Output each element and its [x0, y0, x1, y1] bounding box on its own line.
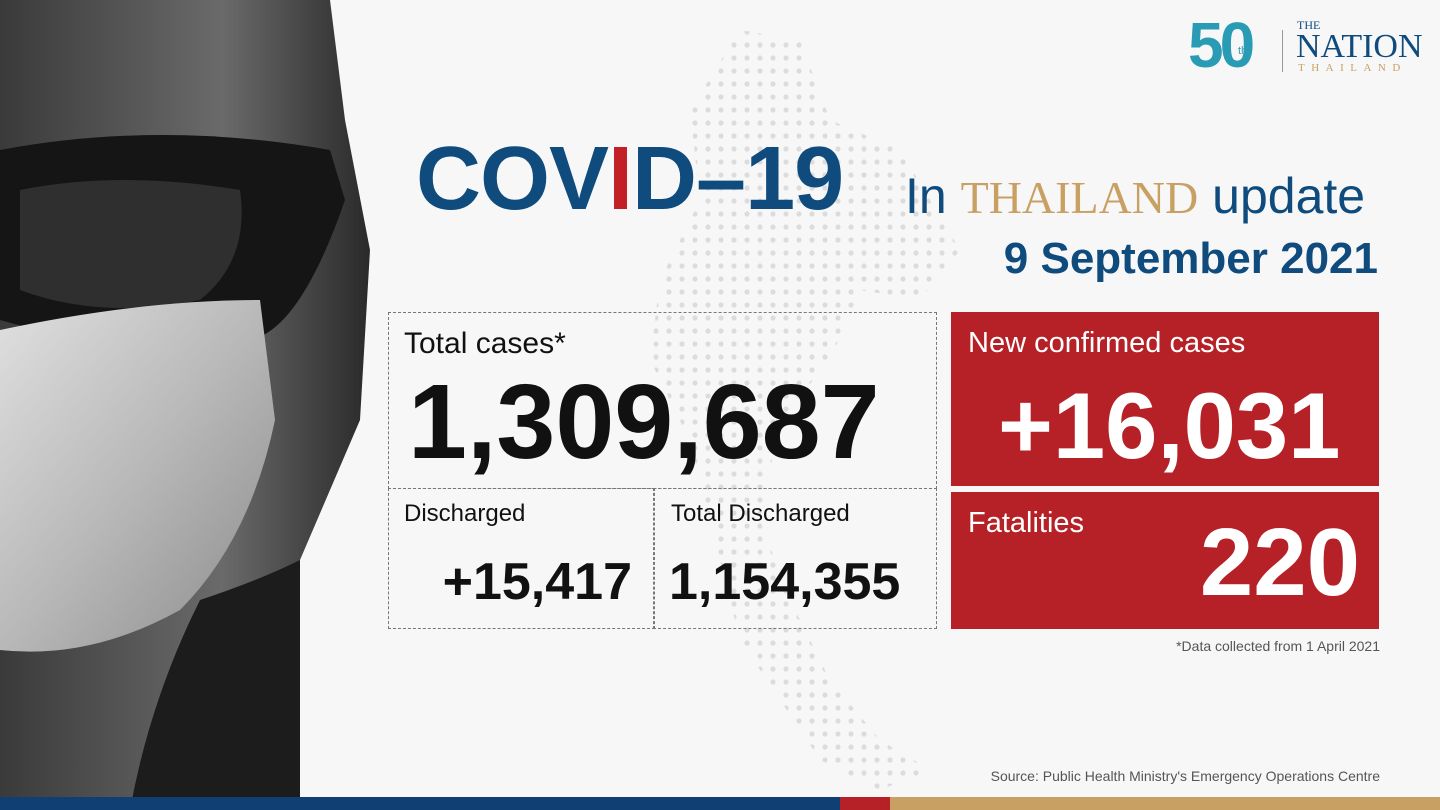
new-cases-box [951, 312, 1379, 486]
footnote: *Data collected from 1 April 2021 [1176, 638, 1380, 654]
headline-main: COVID–19 [416, 128, 844, 231]
stat-value: +15,417 [442, 553, 632, 611]
headline-place: THAILAND [960, 172, 1199, 223]
logo-the: THE [1297, 18, 1321, 32]
logo-suffix: th [1238, 45, 1248, 57]
headline-part: I [608, 129, 633, 229]
logo-divider [1282, 30, 1283, 72]
stat-value: 220 [1199, 509, 1360, 616]
headline-part: D–19 [632, 129, 844, 229]
stat-label: Total Discharged [671, 500, 850, 527]
discharged-box [388, 488, 655, 629]
headline-sub: In THAILAND update [905, 167, 1365, 225]
source: Source: Public Health Ministry's Emergen… [990, 768, 1380, 784]
fatalities-box [951, 492, 1379, 629]
logo-country: THAILAND [1298, 62, 1407, 74]
headline-update: update [1212, 168, 1366, 224]
headline-part: COV [416, 129, 609, 229]
logo-name: NATION [1296, 28, 1423, 65]
headline-date: 9 September 2021 [1003, 234, 1378, 283]
stat-value: +16,031 [998, 373, 1341, 478]
stat-label: Fatalities [968, 507, 1085, 539]
total-discharged-box [653, 488, 937, 629]
stat-label: Total cases* [404, 327, 566, 360]
stat-label: New confirmed cases [968, 327, 1246, 359]
stat-value: 1,309,687 [408, 363, 880, 481]
stat-value: 1,154,355 [669, 553, 901, 611]
stat-label: Discharged [404, 500, 526, 527]
headline-in: In [905, 168, 947, 224]
logo-number: 50 [1188, 9, 1255, 81]
